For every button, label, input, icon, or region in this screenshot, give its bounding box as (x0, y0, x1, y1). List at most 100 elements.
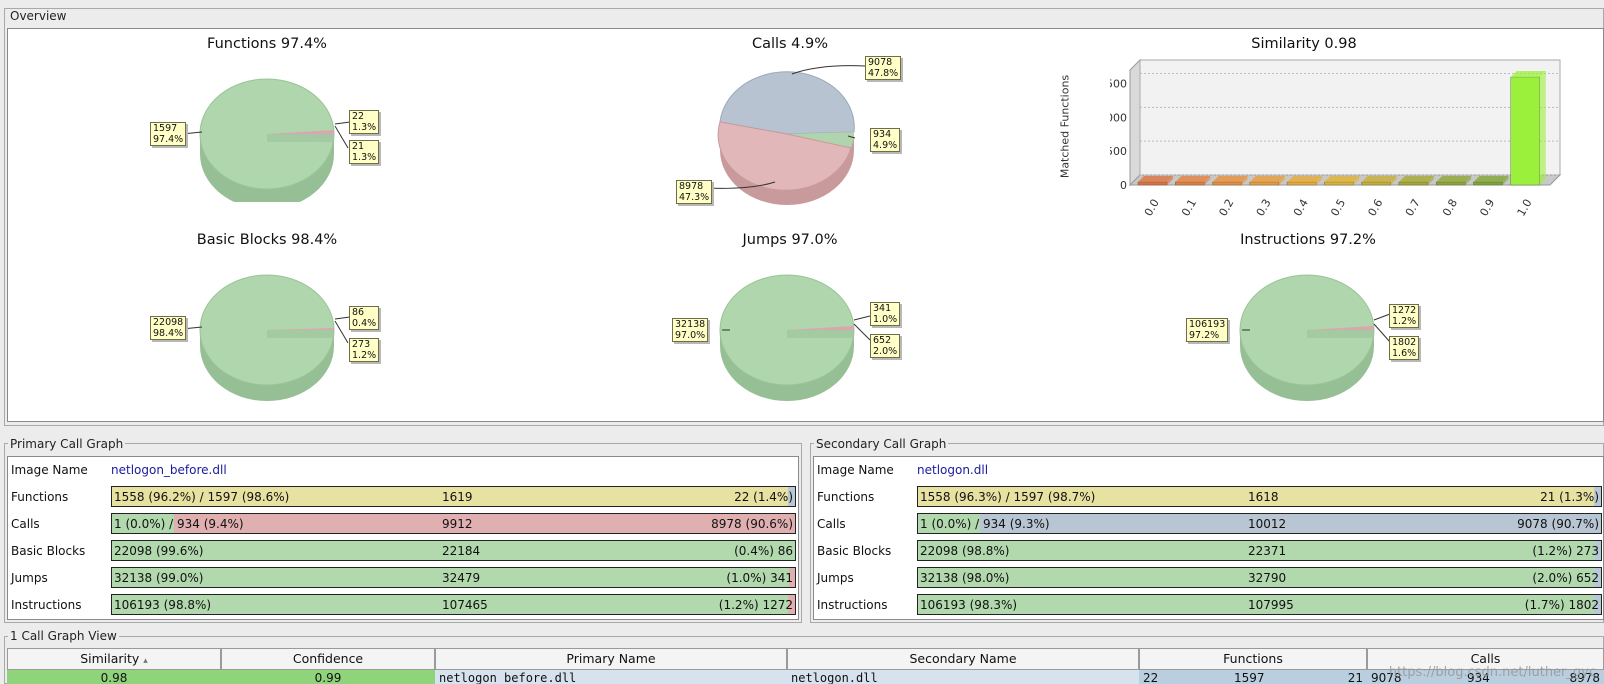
instructions-pie-chart (1239, 274, 1375, 401)
secondary-calls-label: Calls (817, 517, 846, 531)
basic-blocks-pie-chart (199, 274, 335, 401)
basic-blocks-s1-callout: 86 0.4% (349, 306, 380, 330)
secondary-instr-label: Instructions (817, 598, 888, 612)
bar-side-0.4 (1316, 176, 1323, 185)
x-tick-label: 0.4 (1291, 197, 1311, 219)
bar-top-0.9 (1473, 176, 1509, 182)
basic-blocks-chart-title: Basic Blocks 98.4% (196, 232, 338, 248)
functions-chart-title: Functions 97.4% (207, 36, 327, 52)
secondary-jumps-bar: 32138 (98.0%) 32790 (2.0%) 652 (917, 567, 1602, 588)
primary-jumps-label: Jumps (11, 571, 48, 585)
x-tick-label: 0.0 (1142, 197, 1162, 219)
secondary-instr-bar: 106193 (98.3%) 107995 (1.7%) 1802 (917, 594, 1602, 615)
similarity-bar-chart: 0 500 1,000 1,500 0.0 0.1 0.2 0.3 0.4 0.5 0.6 0.7 0.… (1110, 58, 1562, 219)
bar-side-0.6 (1390, 176, 1397, 185)
functions-slice-1 (267, 130, 334, 134)
primary-functions-bar: 1558 (96.2%) / 1597 (98.6%) 1619 22 (1.4… (111, 486, 796, 507)
instructions-s1-callout: 1272 1.2% (1389, 304, 1420, 328)
primary-legend: Primary Call Graph (8, 437, 126, 451)
y-tick-label: 1,500 (1110, 78, 1127, 91)
jumps-s2-callout: 652 2.0% (870, 334, 901, 358)
chart-side-wall (1129, 58, 1141, 187)
secondary-functions-label: Functions (817, 490, 875, 504)
x-tick-label: 1.0 (1515, 197, 1535, 219)
functions-s2-callout: 21 1.3% (349, 140, 380, 164)
primary-instr-label: Instructions (11, 598, 82, 612)
bar-0.6 (1361, 181, 1391, 186)
bar-side-1.0 (1539, 70, 1546, 185)
primary-panel (7, 456, 799, 620)
cell-functions: 22 1597 21 (1139, 670, 1367, 684)
bar-0.3 (1249, 181, 1280, 186)
bar-top-0.7 (1398, 176, 1434, 182)
overview-legend: Overview (8, 9, 69, 23)
bar-side-0.0 (1167, 176, 1174, 185)
calls-leaders (704, 65, 866, 189)
jumps-chart-title: Jumps 97.0% (742, 232, 838, 248)
column-header-functions[interactable]: Functions (1139, 648, 1367, 670)
similarity-ylabel: Matched Functions (1058, 74, 1072, 179)
secondary-image-label: Image Name (817, 463, 894, 477)
bar-top-0.5 (1324, 176, 1360, 182)
calls-slice-b (787, 132, 854, 148)
calls-slice-c (717, 121, 852, 191)
bar-top-0.4 (1287, 176, 1323, 182)
column-header-secondary-name[interactable]: Secondary Name (787, 648, 1139, 670)
jumps-pie-chart (719, 274, 855, 401)
y-tick-label: 500 (1110, 145, 1127, 158)
x-tick-label: 0.8 (1440, 197, 1460, 219)
jumps-s1-callout: 341 1.0% (870, 302, 901, 326)
calls-chart-title: Calls 4.9% (751, 36, 829, 52)
primary-image-label: Image Name (11, 463, 88, 477)
bar-top-1.0 (1510, 70, 1546, 77)
bar-0.1 (1175, 181, 1205, 186)
bar-side-0.3 (1278, 176, 1285, 185)
chart-back-wall (1139, 59, 1561, 176)
bar-0.4 (1286, 181, 1317, 186)
calls-c-callout: 8978 47.3% (676, 180, 713, 204)
x-tick-label: 0.7 (1403, 197, 1423, 219)
column-header-similarity[interactable]: Similarity ▴ (7, 648, 221, 670)
secondary-bb-label: Basic Blocks (817, 544, 892, 558)
column-header-primary-name[interactable]: Primary Name (435, 648, 787, 670)
functions-main-callout: 1597 97.4% (150, 122, 187, 146)
column-header-confidence[interactable]: Confidence (221, 648, 435, 670)
similarity-chart-title: Similarity 0.98 (1251, 36, 1357, 52)
column-header-calls[interactable]: Calls (1367, 648, 1604, 670)
secondary-panel (813, 456, 1604, 620)
secondary-functions-bar: 1558 (96.3%) / 1597 (98.7%) 1618 21 (1.3… (917, 486, 1602, 507)
cell-primary-name: netlogon_before.dll (435, 670, 787, 684)
x-tick-label: 0.9 (1477, 197, 1497, 219)
callgraph-legend: 1 Call Graph View (8, 629, 119, 643)
cell-similarity: 0.98 (7, 670, 221, 684)
bar-0.5 (1324, 181, 1354, 186)
bar-side-0.5 (1353, 176, 1360, 185)
instructions-chart-title: Instructions 97.2% (1240, 232, 1376, 248)
calls-slice-a (719, 71, 855, 135)
secondary-calls-bar: 1 (0.0%) / 934 (9.3%) 10012 9078 (90.7%) (917, 513, 1602, 534)
basic-blocks-main-callout: 22098 98.4% (150, 316, 187, 340)
secondary-image-name: netlogon.dll (917, 463, 989, 477)
primary-bb-label: Basic Blocks (11, 544, 86, 558)
bar-side-0.7 (1427, 176, 1434, 185)
callgraph-table[interactable]: Similarity ▴ Confidence Primary Name Sec… (7, 648, 1604, 684)
instructions-s2-callout: 1802 1.6% (1389, 336, 1420, 360)
y-tick-label: 1,000 (1110, 111, 1127, 124)
bar-side-0.2 (1241, 176, 1248, 185)
functions-s1-callout: 22 1.3% (349, 110, 380, 134)
calls-pie-chart (717, 71, 855, 205)
primary-image-name: netlogon_before.dll (111, 463, 227, 477)
primary-calls-label: Calls (11, 517, 40, 531)
functions-pie-chart (199, 78, 335, 202)
table-row[interactable]: 0.98 0.99 netlogon_before.dll netlogon.d… (7, 670, 1604, 684)
bar-top-0.6 (1361, 176, 1397, 182)
bar-top-0.2 (1212, 176, 1248, 182)
bar-0.9 (1473, 181, 1503, 186)
secondary-jumps-label: Jumps (817, 571, 854, 585)
primary-jumps-bar: 32138 (99.0%) 32479 (1.0%) 341 (111, 567, 796, 588)
watermark: https://blog.csdn.net/luther_gyc (1388, 665, 1596, 680)
cell-confidence: 0.99 (221, 670, 435, 684)
primary-instr-bar: 106193 (98.8%) 107465 (1.2%) 1272 (111, 594, 796, 615)
instructions-main-callout: 106193 97.2% (1186, 318, 1229, 342)
bar-side-0.9 (1502, 176, 1509, 185)
